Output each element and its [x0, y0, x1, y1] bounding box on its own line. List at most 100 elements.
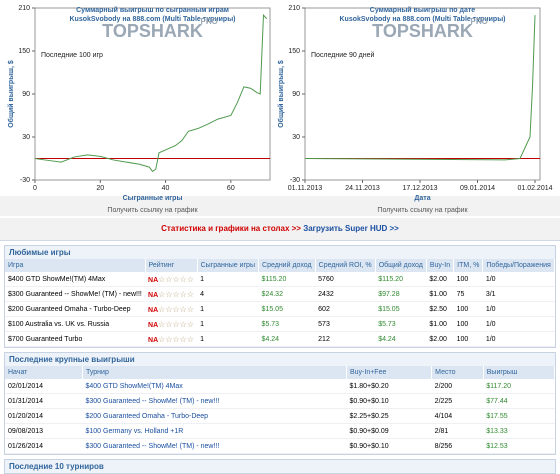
column-header: ITM, % — [453, 259, 484, 272]
tournament-link[interactable]: $300 Guaranteed -- ShowMe! (TM) - new!!! — [82, 393, 347, 409]
y-tick-label: 30 — [22, 134, 30, 141]
cell: 1/0 — [482, 331, 555, 347]
table-row: 01/31/2014 $300 Guaranteed -- ShowMe! (TM… — [5, 393, 555, 409]
hud-link[interactable]: Загрузить Super HUD >> — [303, 224, 399, 233]
tournament-link[interactable]: $300 Guaranteed -- ShowMe! (TM) - new!!! — [82, 438, 347, 454]
section-title: Любимые игры — [5, 246, 555, 259]
column-header: Игра — [5, 259, 146, 272]
cell: $77.44 — [483, 393, 555, 409]
table-row: 02/01/2014 $400 GTD ShowMe!(TM) 4Max $1.80… — [5, 379, 555, 394]
watermark-badge: PRO — [201, 17, 218, 26]
rating-na: NA — [148, 291, 159, 299]
y-axis-label: Общий выигрыш, $ — [277, 60, 285, 128]
y-tick-label: 210 — [288, 5, 300, 12]
table-row: 01/26/2014 $300 Guaranteed -- ShowMe! (TM… — [5, 438, 555, 454]
cell: $0.90+$0.09 — [346, 423, 432, 439]
cell: 1 — [197, 272, 259, 287]
cell: 3/1 — [482, 286, 555, 302]
cell: 1/0 — [482, 301, 555, 317]
tournament-link[interactable]: $200 Guaranteed Omaha - Turbo-Deep — [82, 408, 347, 424]
series-line — [34, 13, 268, 173]
chart-link[interactable]: Получить ссылку на график — [107, 207, 198, 214]
rating-stars: ☆☆☆☆☆ — [158, 304, 194, 314]
x-tick-label: 17.12.2013 — [402, 185, 437, 192]
rating-cell: NA☆☆☆☆☆ — [145, 301, 198, 317]
cell: $2.00 — [426, 272, 454, 287]
cell: $97.28 — [375, 286, 427, 302]
section-title: Последние крупные выигрыши — [5, 353, 555, 366]
cell: 2432 — [315, 286, 376, 302]
table-row: $700 Guaranteed Turbo NA☆☆☆☆☆ 1 $4.24 212 $4.… — [5, 331, 555, 347]
header-row: Начат Турнир Buy-In+Fee Место Выигрыш — [5, 366, 556, 379]
rating-na: NA — [148, 306, 159, 314]
watermark: TOPSHARK — [102, 21, 203, 41]
y-tick-label: -30 — [20, 177, 30, 184]
cell: 02/01/2014 — [5, 379, 83, 394]
cell: $5.73 — [375, 316, 427, 332]
table-row: 09/08/2013 $100 Germany vs. Holland +1R $0… — [5, 423, 555, 439]
rating-na: NA — [148, 276, 159, 284]
column-header: Турнир — [82, 366, 347, 379]
cell: $300 Guaranteed -- ShowMe! (TM) - new!!! — [5, 286, 146, 302]
link-row: Статистика и графики на столах >> Загруз… — [0, 218, 560, 241]
cell: $115.20 — [258, 272, 316, 287]
wins-section: Последние крупные выигрыши Начат Турнир Buy… — [4, 352, 556, 455]
rating-cell: NA☆☆☆☆☆ — [145, 331, 198, 347]
cell: 75 — [453, 286, 483, 302]
cell: $0.90+$0.10 — [346, 393, 432, 409]
wins-table: Начат Турнир Buy-In+Fee Место Выигрыш 02/01/2… — [5, 366, 556, 454]
chart-link[interactable]: Получить ссылку на график — [377, 207, 468, 214]
cell: $13.33 — [483, 423, 555, 439]
column-header: Средний доход — [258, 259, 316, 272]
chart-title: Суммарный выигрыш по дате — [370, 6, 475, 14]
cell: 212 — [315, 331, 376, 347]
rating-stars: ☆☆☆☆☆ — [158, 289, 194, 299]
cell: 09/08/2013 — [5, 423, 83, 439]
annotation: Последние 90 дней — [311, 51, 375, 59]
cell: $4.24 — [375, 331, 427, 347]
tournament-link[interactable]: $400 GTD ShowMe!(TM) 4Max — [82, 379, 347, 394]
cell: 1/0 — [482, 316, 555, 332]
table-row: $300 Guaranteed -- ShowMe! (TM) - new!!!… — [5, 286, 555, 302]
column-header: Buy-In — [426, 259, 455, 272]
cell: 2/225 — [431, 393, 484, 409]
section-title: Последние 10 турниров — [5, 460, 555, 473]
chart-subtitle: KusokSvobody на 888.com (Multi Table тур… — [69, 16, 235, 23]
column-header: Рейтинг — [145, 259, 198, 272]
tournament-link[interactable]: $100 Germany vs. Holland +1R — [82, 423, 347, 439]
cell: $2.00 — [426, 331, 454, 347]
cell: $2.50 — [426, 301, 454, 317]
stats-link[interactable]: Статистика и графики на столах >> — [161, 224, 301, 233]
cell: 100 — [453, 331, 483, 347]
cell: $200 Guaranteed Omaha - Turbo-Deep — [5, 301, 146, 317]
rating-na: NA — [148, 336, 159, 344]
cell: $24.32 — [258, 286, 316, 302]
page: Суммарный выигрыш по сыгранным играм Kuso… — [0, 4, 560, 474]
cell: $17.55 — [483, 408, 555, 424]
favorites-table: Игра Рейтинг Сыгранные игры Средний доход Ср… — [5, 259, 555, 347]
table-row: 01/20/2014 $200 Guaranteed Omaha - Turbo-… — [5, 408, 555, 424]
cell: $12.53 — [483, 438, 555, 454]
series-line — [304, 15, 536, 161]
cell: 1 — [197, 331, 259, 347]
cell: $1.80+$0.20 — [346, 379, 432, 394]
table-row: $200 Guaranteed Omaha - Turbo-Deep NA☆☆☆☆… — [5, 301, 555, 317]
watermark: TOPSHARK — [372, 21, 473, 41]
plot-area — [304, 7, 541, 181]
last-section: Последние 10 турниров — [4, 459, 556, 474]
cell: 602 — [315, 301, 376, 317]
cell: $115.20 — [375, 272, 427, 287]
cell: $4.24 — [258, 331, 316, 347]
y-tick-label: 90 — [292, 91, 300, 98]
cell: 5760 — [315, 272, 376, 287]
cell: 4 — [197, 286, 259, 302]
cell: 1 — [197, 301, 259, 317]
column-header: Место — [431, 366, 484, 379]
x-tick-label: 01.11.2013 — [288, 185, 323, 192]
table-row: $100 Australia vs. UK vs. Russia NA☆☆☆☆☆ 1… — [5, 316, 555, 332]
cell: 4/104 — [431, 408, 484, 424]
x-tick-label: 24.11.2013 — [345, 185, 380, 192]
cell: $0.90+$0.10 — [346, 438, 432, 454]
rating-stars: ☆☆☆☆☆ — [158, 319, 194, 329]
rating-stars: ☆☆☆☆☆ — [158, 334, 194, 344]
